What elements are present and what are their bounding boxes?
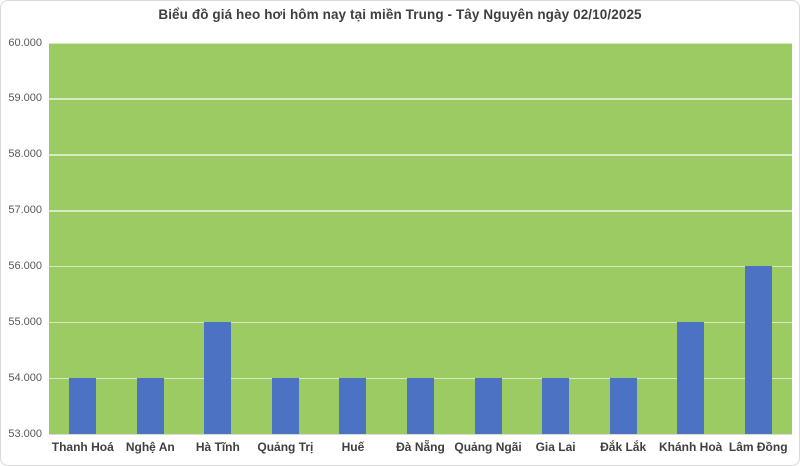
gridline: [49, 98, 792, 100]
x-axis-category-label: Quảng Trị: [257, 440, 314, 454]
x-axis-category-label: Đắk Lắk: [600, 440, 647, 454]
y-axis-tick-label: 53.000: [8, 427, 42, 440]
x-axis-category-label: Huế: [341, 440, 365, 454]
y-axis-tick-label: 58.000: [8, 148, 42, 161]
bar-Đà Nẵng: [407, 378, 434, 434]
bar-Nghệ An: [136, 378, 164, 434]
y-axis-tick-label: 56.000: [8, 259, 42, 272]
x-axis-category-label: Nghệ An: [125, 440, 175, 454]
bar-Khánh Hoà: [677, 322, 705, 434]
chart-title: Biểu đồ giá heo hơi hôm nay tại miền Tru…: [158, 7, 642, 22]
gridline: [49, 42, 792, 44]
x-axis-category-label: Khánh Hoà: [659, 440, 723, 454]
bar-Đắk Lắk: [609, 378, 637, 434]
bar-Lâm Đồng: [744, 266, 772, 434]
gridline: [49, 265, 792, 268]
x-axis-category-label: Gia Lai: [535, 440, 576, 454]
plot-area: [49, 42, 792, 435]
x-axis-category-label: Đà Nẵng: [396, 440, 445, 454]
x-axis-category-label: Hà Tĩnh: [195, 440, 240, 454]
bar-Gia Lai: [542, 378, 570, 434]
bar-Quảng Ngãi: [474, 378, 502, 434]
y-axis-tick-label: 55.000: [8, 315, 42, 328]
y-axis-tick-label: 54.000: [8, 371, 42, 384]
bar-Thanh Hoá: [69, 378, 97, 434]
x-axis-category-label: Lâm Đồng: [728, 440, 788, 454]
bar-Quảng Trị: [271, 378, 299, 434]
x-axis-category-label: Quảng Ngãi: [454, 440, 522, 454]
bar-Hà Tĩnh: [204, 322, 232, 434]
gridline: [49, 321, 792, 324]
y-axis-tick-label: 57.000: [8, 204, 42, 217]
y-axis-tick-label: 59.000: [8, 92, 42, 105]
gridline: [49, 154, 792, 156]
bar-Huế: [339, 378, 367, 434]
gridline: [49, 210, 792, 212]
x-axis-category-label: Thanh Hoá: [51, 440, 114, 454]
y-axis-tick-label: 60.000: [8, 36, 42, 49]
